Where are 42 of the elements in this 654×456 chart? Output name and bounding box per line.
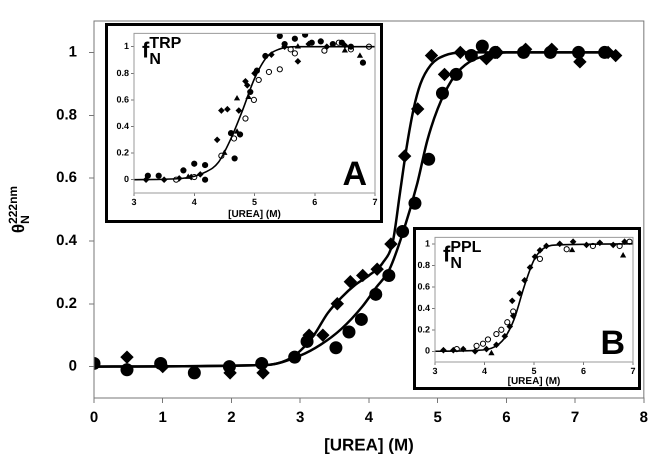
y-tick-label: 0.4: [417, 302, 430, 313]
y-tick-label: 0.4: [56, 232, 78, 250]
x-tick-label: 3: [131, 196, 137, 207]
y-tick-label: 0: [424, 346, 430, 356]
y-tick-label: 0.2: [116, 148, 129, 158]
x-axis-title: [UREA] (M): [228, 208, 281, 220]
y-tick-label: 0: [124, 174, 129, 184]
x-tick-label: 3: [432, 366, 438, 376]
annotation: A: [342, 155, 367, 193]
x-tick-label: 5: [252, 196, 258, 207]
y-tick-label: 0.6: [417, 281, 430, 292]
y-tick-label: 0.6: [116, 94, 129, 104]
y-tick-label: 0.8: [116, 68, 129, 78]
x-tick-label: 4: [364, 409, 374, 426]
y-tick-label: 0.8: [56, 106, 77, 124]
x-tick-label: 5: [531, 366, 537, 376]
x-tick-label: 7: [570, 409, 580, 426]
x-tick-label: 7: [630, 366, 636, 376]
y-tick-label: 0.6: [56, 169, 77, 186]
y-tick-label: 1: [424, 238, 430, 248]
annotation: B: [600, 324, 625, 362]
y-tick-label: 0.8: [417, 260, 430, 270]
x-tick-label: 1: [158, 409, 167, 426]
x-axis-title: [UREA] (M): [508, 376, 560, 387]
x-tick-label: 6: [580, 366, 586, 376]
y-tick-label: 0.4: [116, 120, 129, 131]
x-tick-label: 3: [296, 409, 304, 426]
y-axis-title: θN222nm: [6, 186, 32, 234]
x-tick-label: 2: [227, 409, 236, 426]
x-axis-title: [UREA] (M): [324, 435, 414, 454]
y-tick-label: 1: [68, 44, 77, 61]
x-tick-label: 8: [640, 409, 648, 426]
y-tick-label: 1: [124, 41, 129, 52]
y-tick-label: 0.2: [56, 294, 77, 312]
x-tick-label: 0: [90, 409, 98, 426]
x-tick-label: 4: [482, 366, 488, 376]
x-tick-label: 7: [372, 196, 378, 207]
x-tick-label: 6: [312, 196, 318, 207]
x-tick-label: 5: [433, 409, 442, 426]
x-tick-label: 4: [192, 196, 197, 207]
y-tick-label: 0.2: [417, 324, 430, 334]
x-tick-label: 6: [502, 409, 511, 426]
